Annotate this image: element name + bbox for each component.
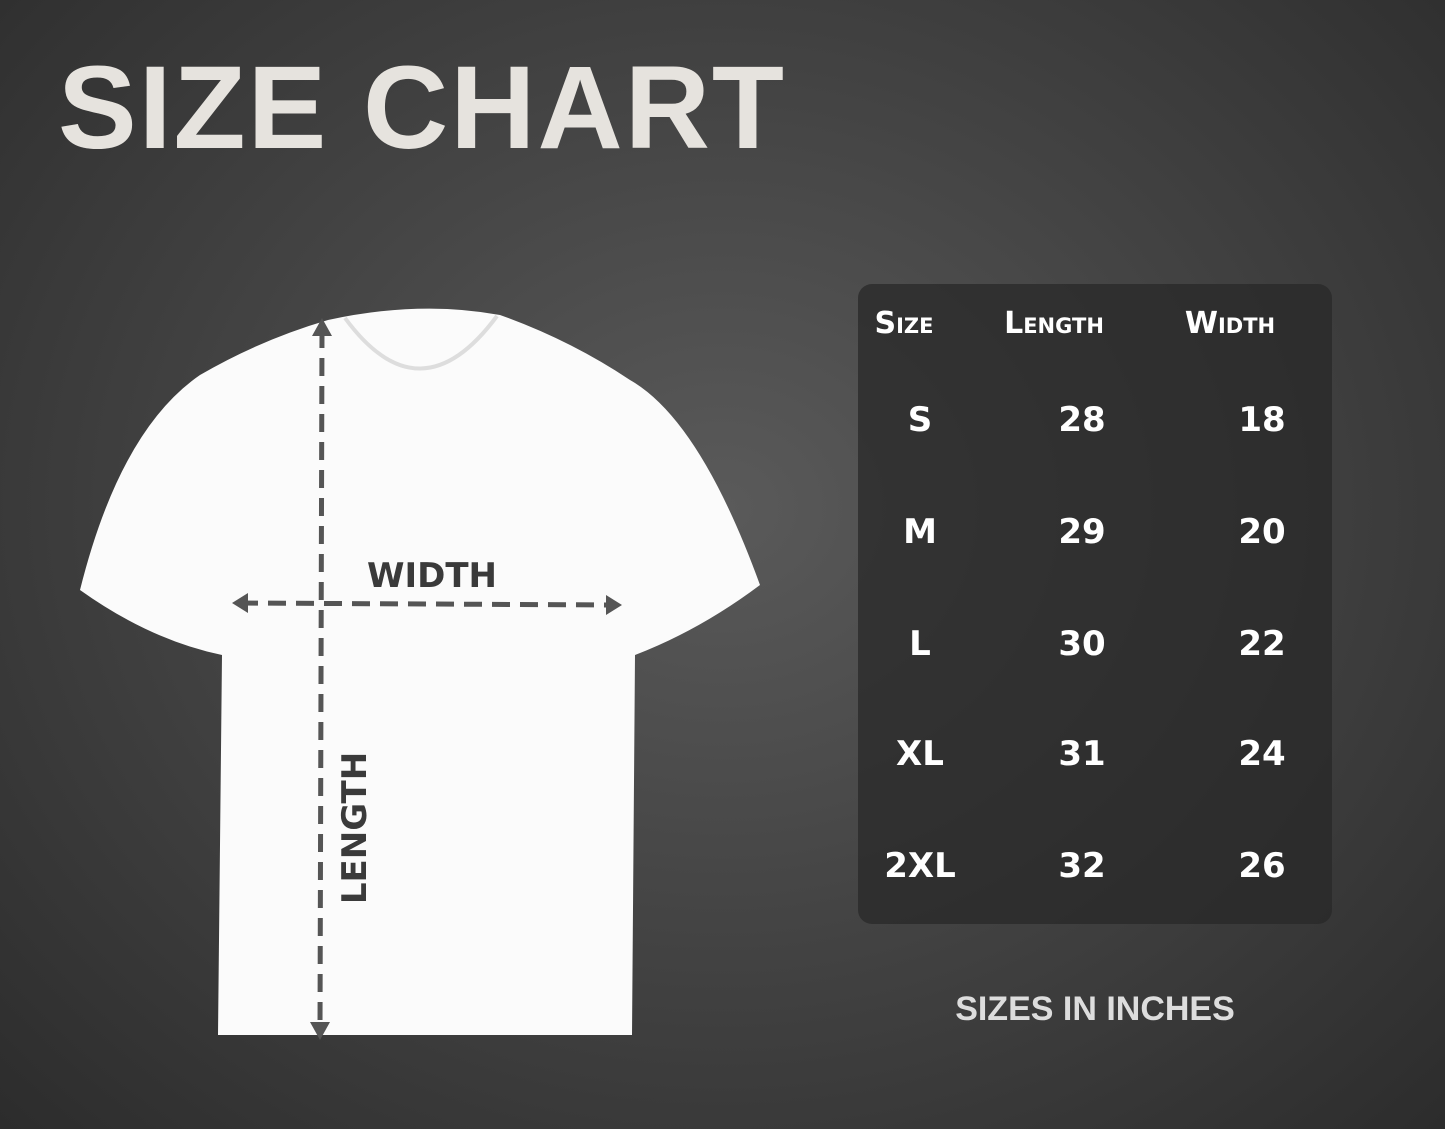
header-width: Width bbox=[1184, 306, 1276, 341]
row-size: 2XL bbox=[884, 846, 956, 886]
row-size: XL bbox=[896, 734, 944, 774]
row-size: S bbox=[907, 400, 933, 440]
header-size: Size bbox=[874, 306, 934, 341]
row-length: 30 bbox=[1058, 624, 1106, 664]
row-size: M bbox=[903, 512, 937, 552]
row-length: 28 bbox=[1058, 400, 1106, 440]
row-width: 26 bbox=[1238, 846, 1286, 886]
row-size: L bbox=[909, 624, 931, 664]
row-length: 29 bbox=[1058, 512, 1106, 552]
tshirt-shape bbox=[80, 308, 760, 1036]
length-label: LENGTH bbox=[335, 752, 375, 904]
row-width: 22 bbox=[1238, 624, 1286, 664]
row-length: 31 bbox=[1058, 734, 1106, 774]
row-width: 20 bbox=[1238, 512, 1286, 552]
row-length: 32 bbox=[1058, 846, 1106, 886]
units-note: SIZES IN INCHES bbox=[955, 990, 1235, 1028]
row-width: 24 bbox=[1238, 734, 1286, 774]
page-title: SIZE CHART bbox=[58, 42, 786, 174]
header-length: Length bbox=[1004, 306, 1104, 341]
width-label: WIDTH bbox=[367, 556, 497, 596]
size-table: Size Length Width S 28 18 M 29 20 L 30 2… bbox=[858, 284, 1332, 924]
row-width: 18 bbox=[1238, 400, 1286, 440]
